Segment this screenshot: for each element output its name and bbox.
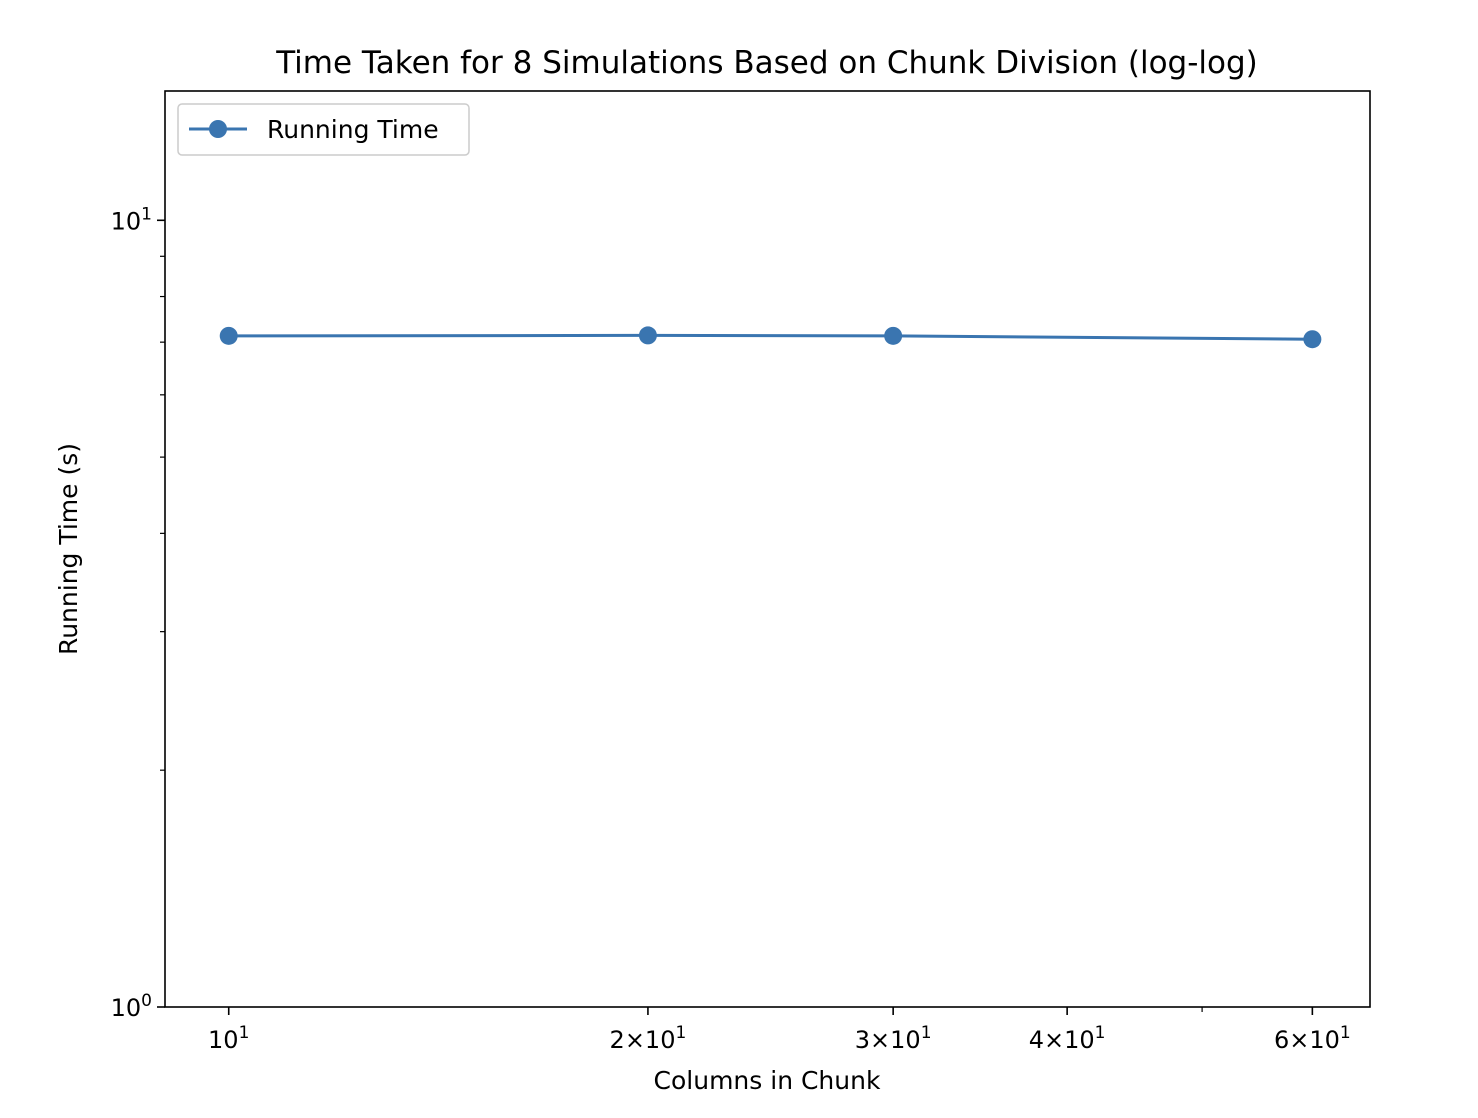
y-axis-label: Running Time (s) bbox=[54, 443, 83, 655]
plot-frame bbox=[164, 90, 1371, 1008]
legend-label: Running Time bbox=[267, 115, 439, 144]
data-point bbox=[219, 326, 238, 345]
data-point bbox=[884, 326, 903, 345]
legend-marker-swatch bbox=[209, 120, 227, 138]
x-axis: 101 2×101 3×101 4×101 6×101 bbox=[208, 1007, 1351, 1054]
x-tick-label: 3×101 bbox=[855, 1023, 932, 1054]
x-tick-label: 2×101 bbox=[610, 1023, 687, 1054]
x-tick-label: 6×101 bbox=[1274, 1023, 1351, 1054]
data-point bbox=[1303, 330, 1322, 349]
series-line bbox=[228, 333, 1313, 341]
series-layer bbox=[219, 326, 1322, 349]
legend: Running Time bbox=[177, 103, 470, 156]
x-tick-label: 101 bbox=[208, 1023, 249, 1054]
x-axis-label: Columns in Chunk bbox=[654, 1066, 881, 1095]
data-point bbox=[638, 326, 657, 345]
x-tick-label: 4×101 bbox=[1029, 1023, 1106, 1054]
y-axis: 100 101 bbox=[111, 204, 165, 1022]
legend-box bbox=[177, 103, 470, 156]
y-tick-label: 100 bbox=[111, 991, 152, 1022]
chart-title: Time Taken for 8 Simulations Based on Ch… bbox=[275, 45, 1258, 81]
y-tick-label: 101 bbox=[111, 204, 152, 235]
